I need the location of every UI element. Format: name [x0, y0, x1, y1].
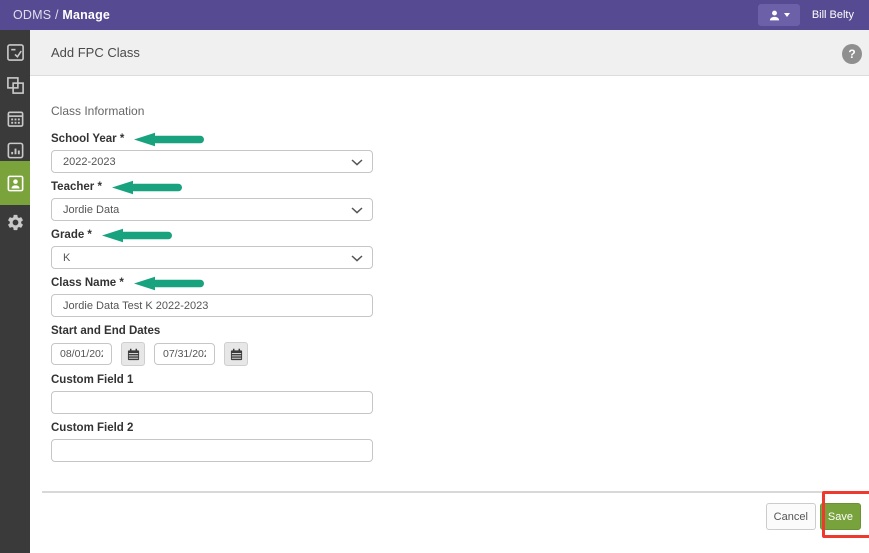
chevron-down-icon — [351, 207, 363, 214]
end-date-input[interactable] — [154, 343, 215, 365]
grade-value: K — [63, 251, 71, 264]
annotation-arrow-icon — [134, 132, 205, 146]
overlapping-squares-icon — [6, 76, 24, 94]
grade-select[interactable]: K — [51, 246, 373, 269]
class-name-group: Class Name * — [51, 276, 373, 317]
page-title-bar: Add FPC Class ? — [30, 30, 869, 76]
dates-label: Start and End Dates — [51, 325, 161, 337]
clipboard-check-icon — [6, 43, 24, 61]
sidebar-item-assignments[interactable] — [0, 40, 30, 64]
custom-field-2-label: Custom Field 2 — [51, 422, 134, 434]
account-card-icon — [7, 175, 23, 191]
sidebar-item-reports[interactable] — [0, 138, 30, 162]
class-name-input[interactable] — [51, 294, 373, 317]
person-icon — [769, 10, 779, 20]
calendar-icon — [127, 348, 139, 360]
breadcrumb-root: ODMS / — [13, 8, 63, 22]
sidebar-item-collections[interactable] — [0, 73, 30, 97]
school-year-group: School Year * 2022-2023 — [51, 132, 373, 173]
start-date-calendar-button[interactable] — [121, 342, 145, 366]
teacher-value: Jordie Data — [63, 203, 120, 216]
cancel-button[interactable]: Cancel — [765, 503, 816, 530]
breadcrumb: ODMS / Manage — [13, 8, 110, 22]
user-menu-button[interactable] — [757, 4, 800, 26]
chevron-down-icon — [351, 255, 363, 262]
save-button[interactable]: Save — [819, 503, 861, 530]
custom-field-2-input[interactable] — [51, 439, 373, 462]
custom-field-1-group: Custom Field 1 — [51, 373, 373, 414]
calendar-icon — [7, 111, 23, 127]
footer-buttons: Cancel Save — [765, 503, 861, 530]
top-header-bar: ODMS / Manage Bill Belty — [0, 0, 869, 30]
user-name: Bill Belty — [811, 9, 854, 21]
page-title: Add FPC Class — [51, 45, 140, 60]
header-right-group: Bill Belty — [757, 4, 856, 26]
grade-label: Grade * — [51, 229, 92, 241]
sidebar-item-calendar[interactable] — [0, 106, 30, 130]
teacher-select[interactable]: Jordie Data — [51, 198, 373, 221]
annotation-arrow-icon — [101, 228, 172, 242]
annotation-arrow-icon — [111, 180, 182, 194]
sidebar-nav — [0, 30, 30, 553]
school-year-value: 2022-2023 — [63, 155, 116, 168]
calendar-icon — [230, 348, 242, 360]
bar-chart-icon — [7, 142, 23, 158]
teacher-label: Teacher * — [51, 181, 102, 193]
gear-icon — [7, 214, 23, 230]
custom-field-2-group: Custom Field 2 — [51, 421, 373, 462]
teacher-group: Teacher * Jordie Data — [51, 180, 373, 221]
school-year-select[interactable]: 2022-2023 — [51, 150, 373, 173]
custom-field-1-label: Custom Field 1 — [51, 374, 134, 386]
chevron-down-icon — [351, 159, 363, 166]
annotation-arrow-icon — [133, 276, 204, 290]
section-title: Class Information — [51, 104, 145, 118]
custom-field-1-input[interactable] — [51, 391, 373, 414]
dates-group: Start and End Dates — [51, 324, 373, 366]
form-panel: Class Information School Year * 2022-202… — [30, 76, 869, 553]
grade-group: Grade * K — [51, 228, 373, 269]
footer-divider — [42, 491, 859, 493]
school-year-label: School Year * — [51, 133, 125, 145]
breadcrumb-current: Manage — [62, 8, 111, 22]
help-button[interactable]: ? — [842, 44, 862, 64]
start-date-input[interactable] — [51, 343, 112, 365]
end-date-calendar-button[interactable] — [224, 342, 248, 366]
add-fpc-class-form: School Year * 2022-2023 Teacher * — [51, 132, 373, 462]
sidebar-item-settings[interactable] — [0, 210, 30, 234]
sidebar-item-classes-active[interactable] — [0, 161, 30, 205]
chevron-down-icon — [783, 13, 790, 17]
class-name-label: Class Name * — [51, 277, 124, 289]
